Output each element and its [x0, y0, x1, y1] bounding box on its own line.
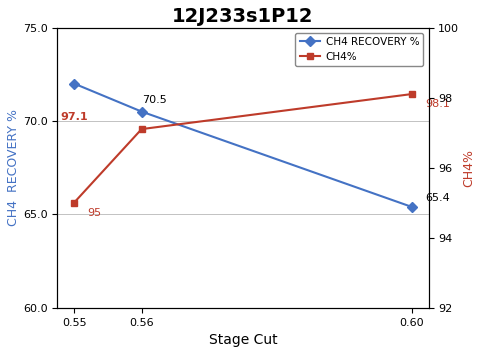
Text: 65.4: 65.4 — [425, 193, 450, 203]
Legend: CH4 RECOVERY %, CH4%: CH4 RECOVERY %, CH4% — [295, 33, 423, 66]
Line: CH4%: CH4% — [70, 91, 415, 206]
Y-axis label: CH4  RECOVERY %: CH4 RECOVERY % — [7, 109, 20, 226]
Y-axis label: CH4%: CH4% — [462, 149, 475, 187]
Text: 72.0: 72.0 — [0, 353, 1, 354]
CH4 RECOVERY % — [139, 109, 145, 114]
CH4% — [139, 127, 145, 131]
Text: 97.1: 97.1 — [61, 112, 88, 122]
Text: 98.1: 98.1 — [425, 99, 450, 109]
Line: CH4 RECOVERY %: CH4 RECOVERY % — [70, 80, 415, 210]
CH4% — [71, 201, 77, 205]
Text: 95: 95 — [88, 208, 102, 218]
CH4% — [409, 92, 415, 96]
CH4 RECOVERY % — [71, 81, 77, 86]
X-axis label: Stage Cut: Stage Cut — [209, 333, 277, 347]
Text: 70.5: 70.5 — [142, 95, 166, 105]
Title: 12J233s1P12: 12J233s1P12 — [172, 7, 314, 26]
CH4 RECOVERY % — [409, 205, 415, 209]
